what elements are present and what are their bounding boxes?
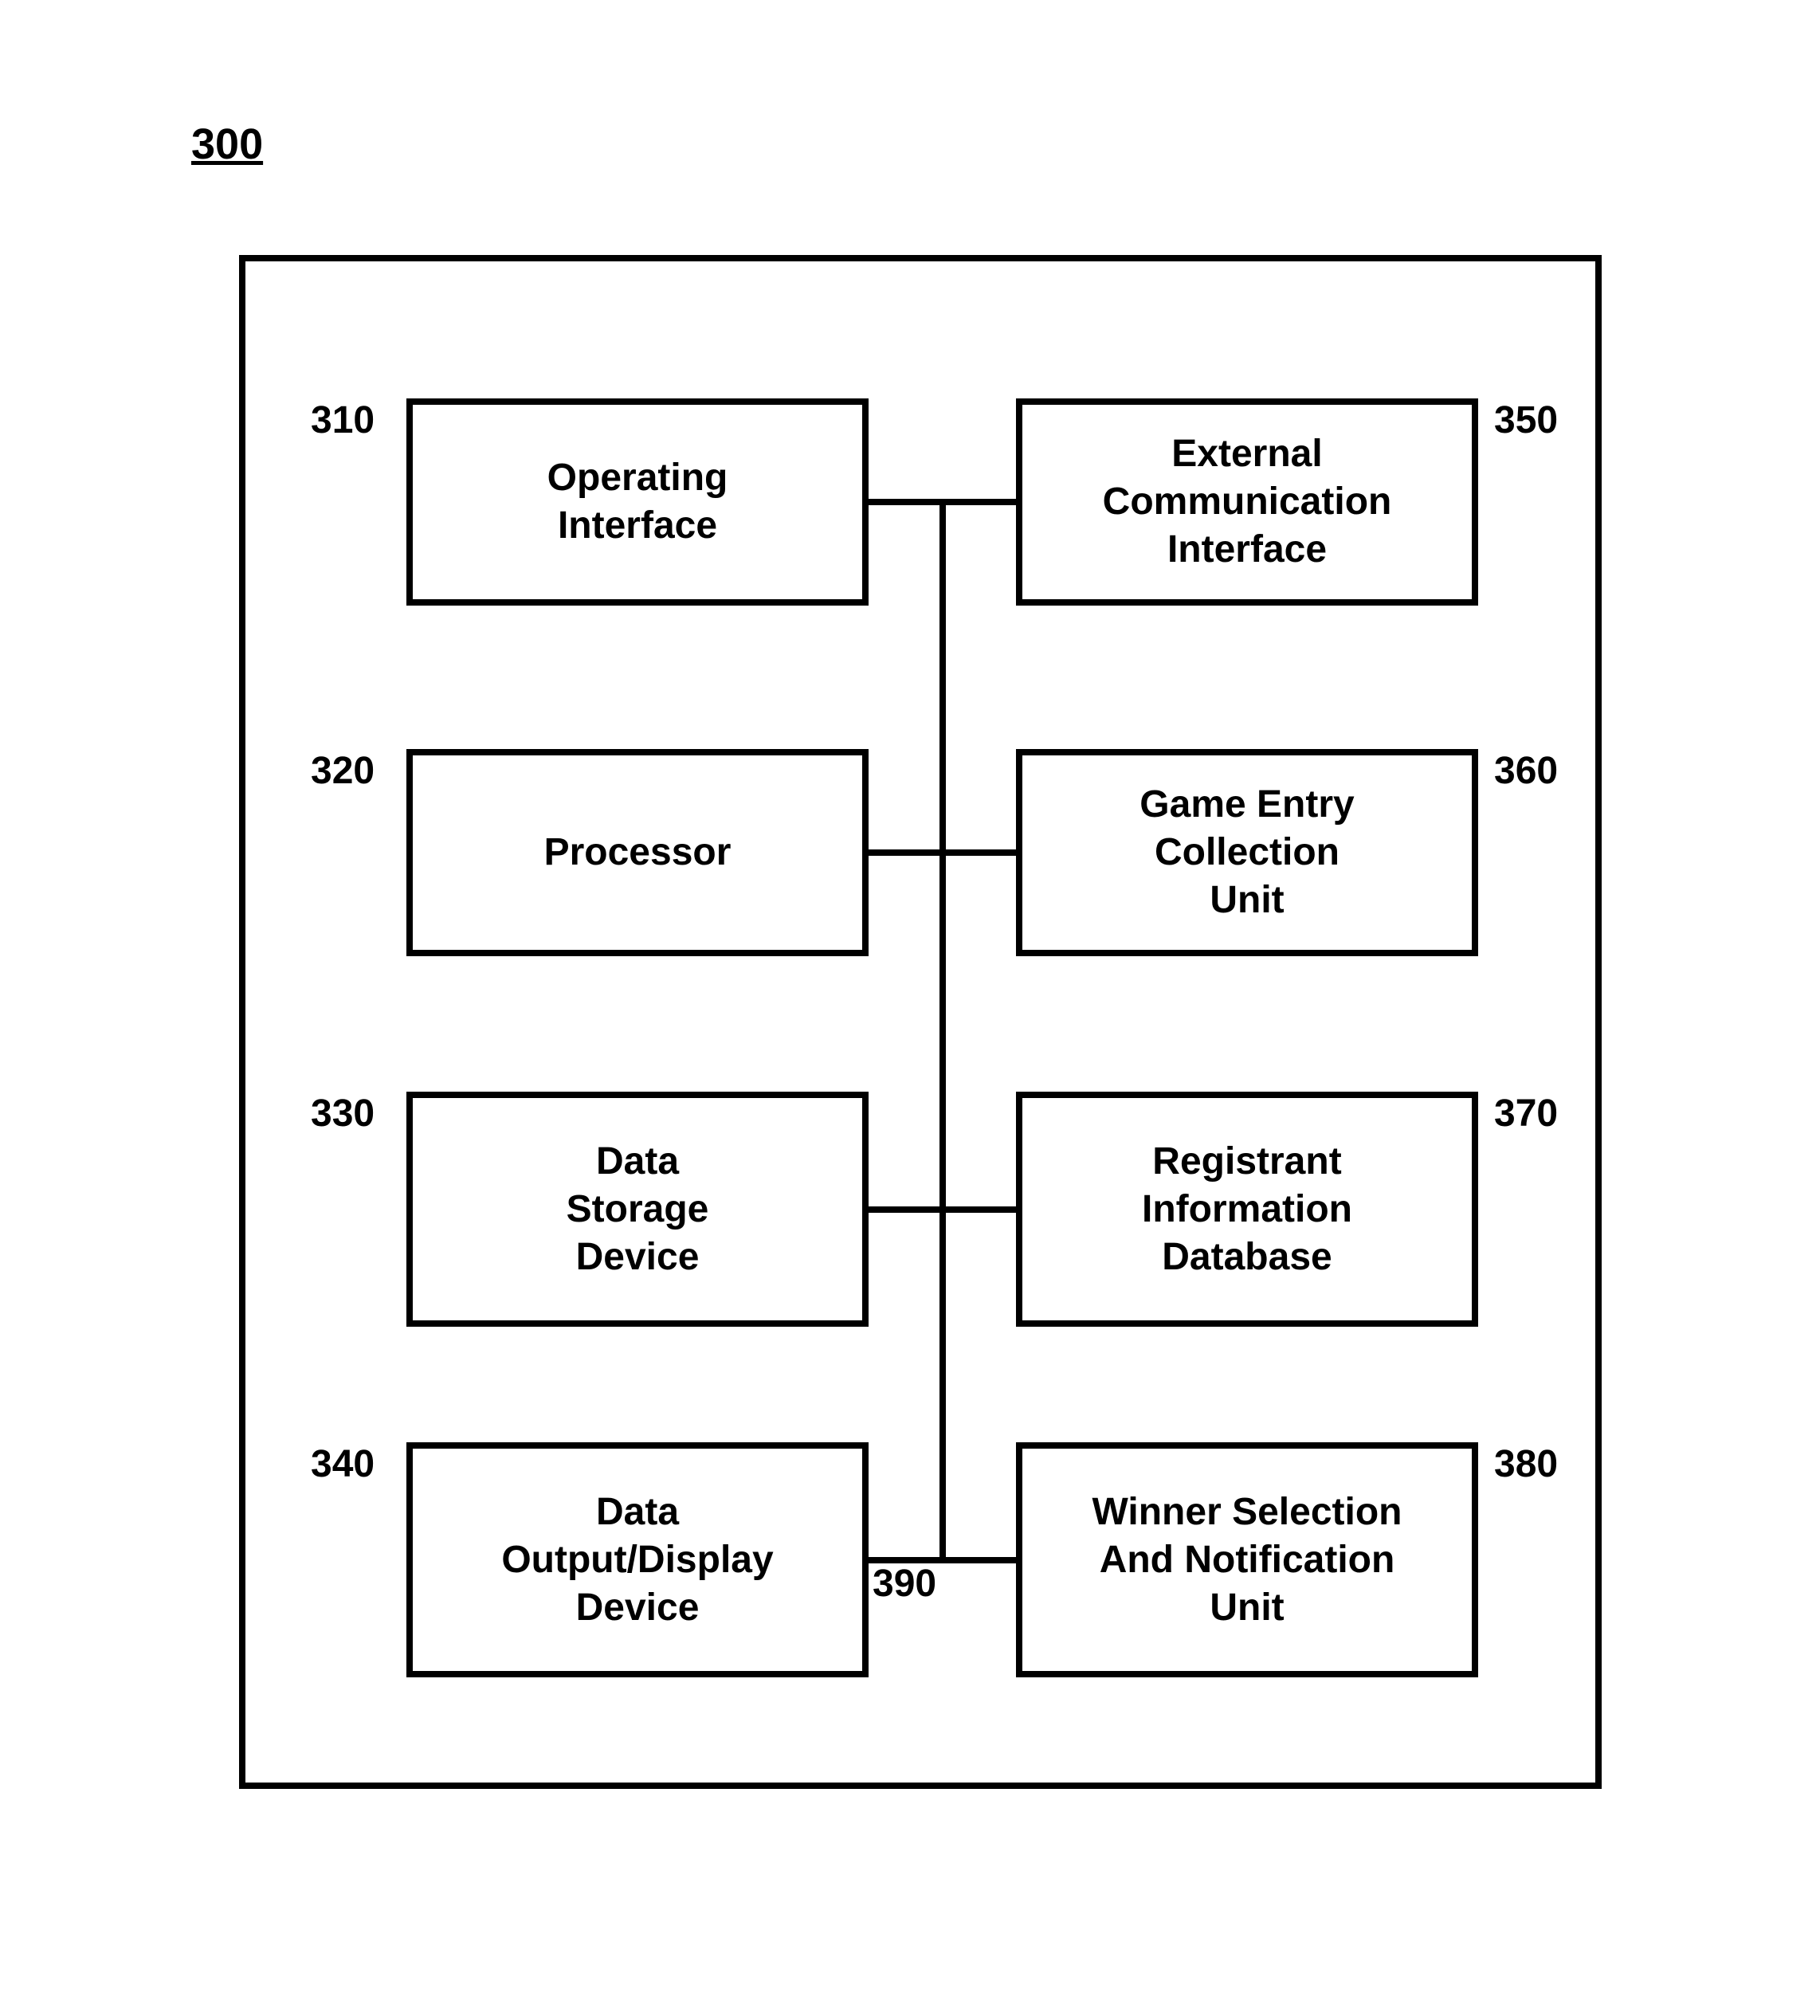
figure-title: 300 — [191, 120, 263, 169]
block-340: DataOutput/DisplayDevice — [406, 1442, 869, 1677]
stub-360 — [939, 849, 1017, 856]
stub-370 — [939, 1206, 1017, 1213]
block-350: ExternalCommunicationInterface — [1016, 398, 1478, 606]
block-330: DataStorageDevice — [406, 1092, 869, 1327]
ref-360: 360 — [1494, 749, 1558, 793]
ref-370: 370 — [1494, 1092, 1558, 1135]
block-310: OperatingInterface — [406, 398, 869, 606]
stub-310 — [869, 499, 946, 505]
stub-320 — [869, 849, 946, 856]
stub-350 — [939, 499, 1017, 505]
stub-330 — [869, 1206, 946, 1213]
block-370: RegistrantInformationDatabase — [1016, 1092, 1478, 1327]
block-380: Winner SelectionAnd NotificationUnit — [1016, 1442, 1478, 1677]
ref-330: 330 — [311, 1092, 375, 1135]
bus-vertical — [939, 499, 946, 1563]
ref-340: 340 — [311, 1442, 375, 1486]
stub-340 — [869, 1557, 946, 1563]
bus-label: 390 — [873, 1562, 936, 1606]
block-320: Processor — [406, 749, 869, 956]
ref-320: 320 — [311, 749, 375, 793]
block-360: Game EntryCollectionUnit — [1016, 749, 1478, 956]
ref-380: 380 — [1494, 1442, 1558, 1486]
stub-380 — [939, 1557, 1017, 1563]
ref-350: 350 — [1494, 398, 1558, 442]
ref-310: 310 — [311, 398, 375, 442]
